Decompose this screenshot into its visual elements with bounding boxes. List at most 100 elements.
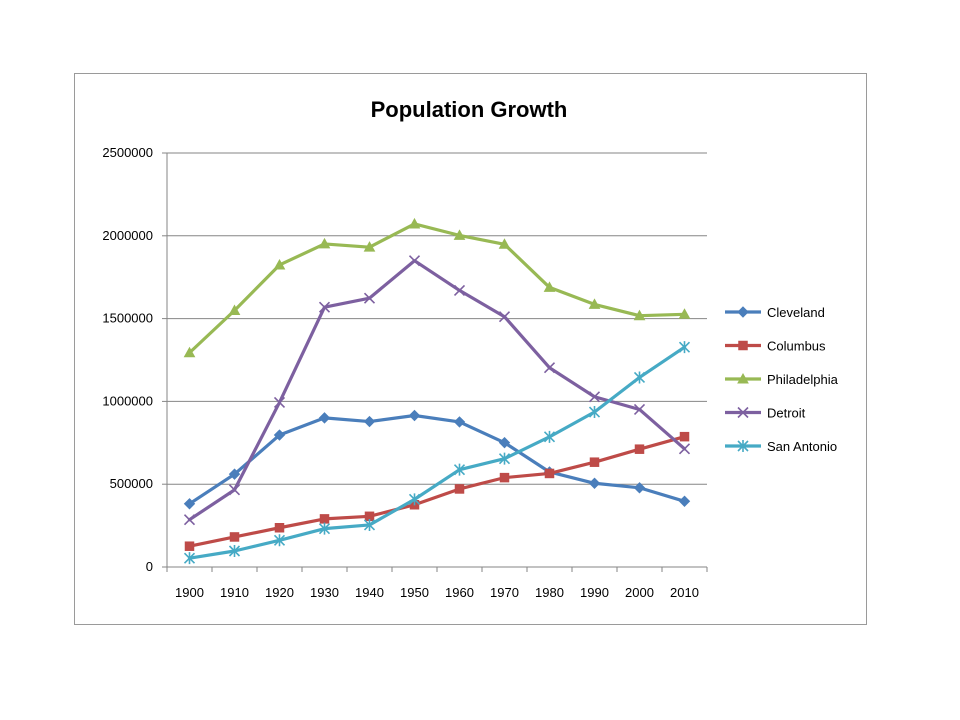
data-point [633, 482, 646, 494]
data-point [453, 229, 466, 240]
data-point [498, 238, 511, 249]
data-point [273, 396, 286, 409]
data-point [678, 443, 691, 455]
x-tick-label: 1990 [580, 585, 609, 600]
data-point [453, 284, 466, 296]
x-tick-label: 1940 [355, 585, 384, 600]
data-point [318, 412, 331, 424]
data-point [544, 468, 555, 479]
x-tick-label: 1910 [220, 585, 249, 600]
series-cleveland [183, 409, 691, 510]
series-line [187, 222, 687, 355]
data-point [318, 237, 331, 249]
series-line [187, 345, 687, 560]
series-line [187, 259, 687, 522]
legend-entry: Detroit [725, 406, 806, 421]
data-point [363, 415, 376, 428]
data-point [228, 545, 241, 558]
data-point [589, 457, 600, 467]
data-point [183, 514, 196, 526]
series-lines [183, 217, 691, 565]
data-point [543, 362, 556, 374]
data-point [363, 292, 376, 304]
series-columbus [184, 431, 690, 551]
data-point [453, 463, 466, 476]
legend-entry: Columbus [725, 339, 826, 354]
data-point [543, 430, 556, 443]
data-point [228, 468, 241, 480]
legend-entry: Cleveland [725, 305, 825, 320]
data-point [184, 541, 195, 551]
data-point [408, 217, 421, 229]
legend-label: San Antonio [767, 439, 837, 454]
data-point [633, 403, 646, 416]
data-point [633, 309, 646, 321]
data-point [183, 552, 196, 565]
data-point [183, 346, 196, 358]
chart-frame: Population Growth 0 500000 1000000 1500000 2… [74, 73, 867, 625]
data-point [634, 444, 645, 454]
series-line [187, 413, 687, 506]
legend-label: Philadelphia [767, 372, 839, 387]
legend-marker [738, 340, 748, 351]
data-point [499, 472, 510, 483]
data-point [408, 409, 421, 422]
series-line [187, 435, 687, 548]
chart-title: Population Growth [371, 97, 568, 122]
x-tick-label: 1900 [175, 585, 204, 600]
legend-marker [737, 306, 749, 318]
data-point [679, 431, 690, 442]
y-tick-label: 2500000 [102, 145, 153, 160]
data-point [588, 477, 601, 489]
x-tick-label: 1960 [445, 585, 474, 600]
legend-label: Columbus [767, 339, 826, 354]
data-point [273, 534, 286, 547]
x-tick-label: 1930 [310, 585, 339, 600]
data-point [588, 391, 601, 403]
x-tick-label: 1980 [535, 585, 564, 600]
y-tick-label: 0 [146, 559, 153, 574]
series-philadelphia [183, 217, 691, 358]
y-tick-label: 500000 [110, 476, 153, 491]
legend-marker [737, 440, 749, 452]
legend-marker [737, 406, 749, 419]
legend-entry: San Antonio [725, 439, 837, 454]
x-tick-label: 2000 [625, 585, 654, 600]
data-point [678, 341, 691, 354]
data-point [273, 258, 286, 270]
data-point [319, 514, 330, 524]
data-point [228, 484, 241, 496]
data-point [454, 484, 465, 494]
data-point [274, 522, 285, 533]
chart-canvas: Population Growth 0 500000 1000000 1500000 2… [102, 97, 839, 600]
y-tick-label: 2000000 [102, 228, 153, 243]
x-tick-label: 1970 [490, 585, 519, 600]
data-point [678, 495, 691, 507]
x-tick-label: 1920 [265, 585, 294, 600]
series-detroit [183, 255, 691, 526]
x-tick-label: 2010 [670, 585, 699, 600]
data-point [588, 298, 601, 309]
data-point [228, 304, 241, 315]
data-point [229, 532, 240, 542]
data-point [318, 522, 331, 535]
data-point [498, 311, 511, 323]
data-point [318, 301, 331, 313]
data-point [363, 241, 376, 252]
legend-entry: Philadelphia [725, 372, 839, 387]
data-point [498, 436, 511, 449]
data-point [408, 493, 421, 506]
data-point [633, 371, 646, 384]
legend-label: Detroit [767, 406, 806, 421]
gridlines [167, 152, 707, 485]
y-tick-label: 1000000 [102, 393, 153, 408]
y-tick-label: 1500000 [102, 311, 153, 326]
legend-label: Cleveland [767, 305, 825, 320]
data-point [408, 255, 421, 267]
axes: 0 500000 1000000 1500000 2000000 2500000 1900 1… [102, 145, 708, 600]
data-point [453, 416, 466, 428]
x-tick-label: 1950 [400, 585, 429, 600]
data-point [678, 308, 691, 319]
legend-marker [737, 372, 749, 384]
data-point [588, 406, 601, 419]
